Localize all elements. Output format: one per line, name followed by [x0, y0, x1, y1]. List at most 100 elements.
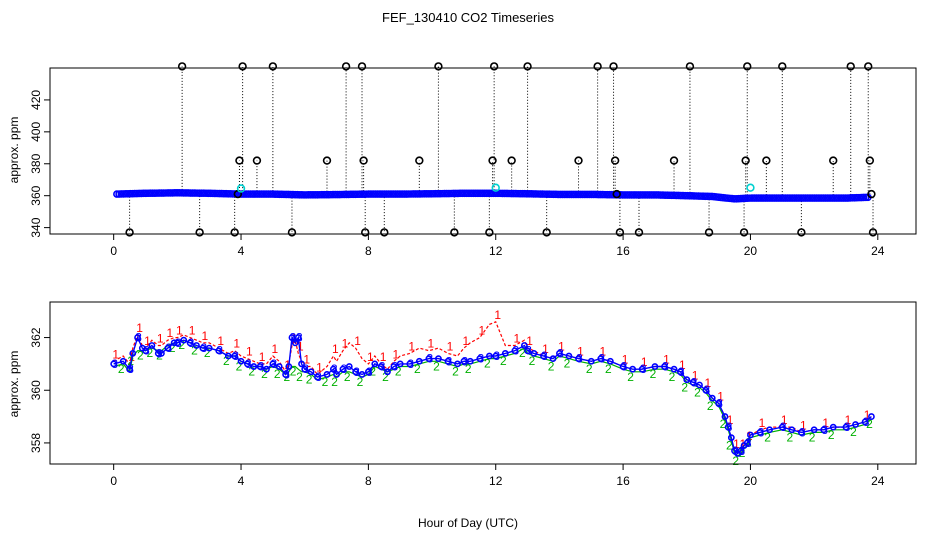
bottom-series-label-2: 2 [382, 370, 389, 384]
top-x-tick-label: 24 [871, 244, 885, 258]
bottom-x-tick-label: 0 [110, 474, 117, 488]
bottom-series-label-3: 3 [165, 341, 172, 355]
bottom-series-label-2: 2 [605, 362, 612, 376]
bottom-series-label-3: 3 [216, 344, 223, 358]
bottom-series-label-3: 3 [188, 336, 195, 350]
bottom-series-label-3: 3 [716, 396, 723, 410]
bottom-series-label-2: 2 [223, 354, 230, 368]
bottom-point-3 [861, 418, 869, 426]
bottom-series-label-3: 3 [341, 362, 348, 376]
bottom-series-label-1: 1 [393, 347, 400, 361]
bottom-y-tick-label: 360 [29, 380, 43, 400]
top-outlier-point [669, 156, 679, 165]
bottom-series-label-1: 1 [717, 389, 724, 403]
bottom-point-3 [126, 365, 133, 373]
bottom-series-label-3: 3 [315, 370, 322, 384]
bottom-series-label-1: 1 [408, 339, 415, 353]
bottom-point-3 [180, 336, 188, 344]
bottom-point-3 [323, 371, 331, 378]
bottom-series-label-1: 1 [663, 353, 670, 367]
bottom-series-label-1: 1 [316, 360, 323, 374]
top-flagged-point [746, 183, 755, 192]
top-y-axis: 340 360 380 400 420 [29, 90, 50, 238]
bottom-series-label-1: 1 [641, 355, 648, 369]
bottom-series-label-1: 1 [201, 329, 208, 343]
bottom-x-tick-label: 16 [616, 474, 630, 488]
bottom-point-3 [788, 426, 796, 434]
top-y-tick-label: 360 [29, 185, 43, 205]
bottom-series-label-3: 3 [200, 341, 207, 355]
bottom-point-3 [492, 352, 500, 360]
top-outlier-point [195, 228, 204, 237]
top-x-tick-label: 4 [238, 244, 245, 258]
bottom-series-label-2: 2 [452, 365, 459, 379]
bottom-series-label-2: 2 [681, 380, 688, 394]
bottom-point-3 [154, 349, 162, 357]
bottom-series-label-2: 2 [650, 367, 657, 381]
bottom-point-3 [224, 352, 232, 360]
bottom-point-3 [415, 357, 423, 365]
top-outlier-point [609, 62, 618, 71]
bottom-series-label-3: 3 [576, 352, 583, 366]
bottom-series-label-1: 1 [233, 337, 240, 351]
bottom-series-label-3: 3 [407, 357, 414, 371]
bottom-series-label-1: 1 [367, 350, 374, 364]
bottom-series-label-3: 3 [745, 436, 752, 450]
bottom-point-3 [676, 368, 684, 376]
bottom-series-label-3: 3 [271, 357, 278, 371]
bottom-point-3 [597, 355, 605, 363]
top-outlier-point [762, 156, 771, 165]
bottom-series-label-1: 1 [727, 413, 734, 427]
top-outlier-point [341, 62, 351, 71]
bottom-series-label-2: 2 [866, 417, 873, 431]
bottom-point-3 [364, 368, 372, 376]
bottom-y-axis: 358 360 362 [29, 327, 50, 453]
bottom-series-label-3: 3 [541, 349, 548, 363]
bottom-series-label-3: 3 [462, 354, 469, 368]
bottom-point-3 [199, 344, 207, 352]
top-outlier-point [865, 156, 875, 165]
bottom-series-label-3: 3 [232, 349, 239, 363]
top-x-axis: 0 4 8 12 16 20 24 [110, 234, 885, 258]
bottom-series-label-2: 2 [147, 346, 154, 360]
top-outlier-point [741, 156, 750, 165]
bottom-series-label-3: 3 [175, 336, 182, 350]
bottom-series-label-3: 3 [780, 420, 787, 434]
bottom-series-label-2: 2 [290, 365, 297, 379]
bottom-point-3 [454, 360, 461, 368]
bottom-point-3 [797, 428, 805, 436]
bottom-series-label-2: 2 [306, 372, 313, 386]
bottom-point-3 [743, 439, 751, 447]
bottom-point-3 [384, 368, 391, 376]
bottom-series-label-1: 1 [354, 334, 361, 348]
top-outlier-point [829, 156, 838, 165]
bottom-point-3 [696, 381, 703, 389]
bottom-series-label-3: 3 [640, 362, 647, 376]
top-outlier-point [864, 62, 873, 71]
bottom-series-label-2: 2 [564, 357, 571, 371]
bottom-series-label-3: 3 [258, 360, 265, 374]
bottom-point-3 [511, 347, 519, 355]
bottom-series-label-2: 2 [500, 354, 507, 368]
top-x-tick-label: 12 [489, 244, 503, 258]
top-outlier-point [322, 156, 332, 165]
bottom-series-label-1: 1 [526, 334, 533, 348]
bottom-point-3 [565, 352, 573, 360]
bottom-series-label-3: 3 [127, 362, 134, 376]
bottom-point-3 [250, 363, 258, 370]
bottom-point-3 [619, 363, 627, 370]
bottom-series-label-3: 3 [704, 383, 711, 397]
bottom-point-3 [540, 352, 547, 360]
bottom-point-3 [606, 357, 614, 365]
bottom-point-3 [134, 334, 141, 341]
bottom-series-label-3: 3 [111, 357, 118, 371]
bottom-series-label-3: 3 [726, 420, 733, 434]
bottom-x-tick-label: 24 [871, 474, 885, 488]
top-outlier-point [287, 228, 297, 237]
bottom-series-label-3: 3 [678, 365, 685, 379]
bottom-series-label-3: 3 [863, 415, 870, 429]
bottom-series-label-2: 2 [828, 428, 835, 442]
bottom-point-3 [275, 363, 283, 370]
bottom-point-3 [756, 428, 764, 436]
bottom-x-tick-label: 4 [238, 474, 245, 488]
